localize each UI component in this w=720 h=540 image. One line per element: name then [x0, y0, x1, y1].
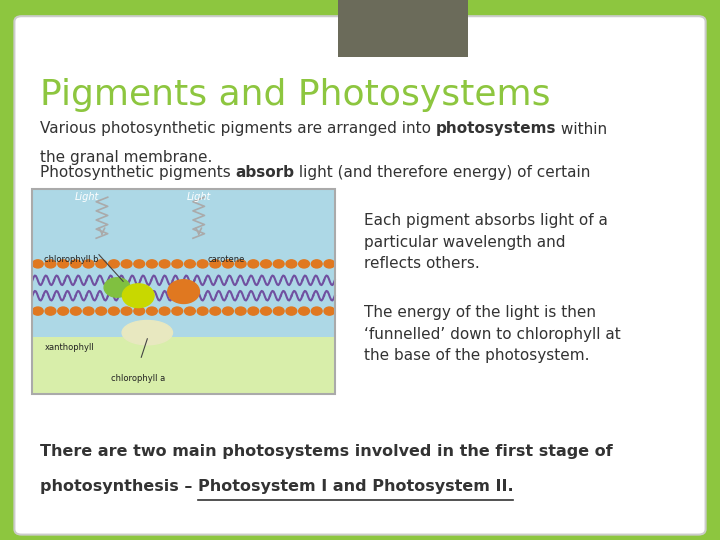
Circle shape — [104, 278, 130, 297]
Circle shape — [286, 260, 297, 268]
Circle shape — [58, 307, 68, 315]
Circle shape — [299, 260, 310, 268]
Circle shape — [248, 307, 258, 315]
Circle shape — [96, 307, 107, 315]
Text: wavelengths.: wavelengths. — [40, 193, 142, 208]
Circle shape — [197, 307, 208, 315]
Circle shape — [146, 260, 157, 268]
Text: chlorophyll b: chlorophyll b — [45, 255, 99, 264]
Circle shape — [172, 260, 183, 268]
Circle shape — [286, 307, 297, 315]
Circle shape — [311, 307, 322, 315]
Text: xanthophyll: xanthophyll — [45, 343, 94, 352]
Circle shape — [222, 307, 233, 315]
Text: photosynthesis –: photosynthesis – — [40, 479, 197, 494]
Circle shape — [299, 307, 310, 315]
Circle shape — [172, 307, 183, 315]
Text: carotene: carotene — [208, 255, 246, 264]
Circle shape — [45, 260, 56, 268]
Circle shape — [96, 260, 107, 268]
Text: Light: Light — [186, 192, 211, 202]
Circle shape — [159, 307, 170, 315]
Text: There are two main photosystems involved in the first stage of: There are two main photosystems involved… — [40, 444, 612, 459]
Bar — [32, 337, 335, 394]
Circle shape — [122, 284, 154, 308]
FancyBboxPatch shape — [14, 16, 706, 535]
Text: Each pigment absorbs light of a
particular wavelength and
reflects others.: Each pigment absorbs light of a particul… — [364, 213, 608, 272]
Text: chlorophyll a: chlorophyll a — [111, 374, 166, 383]
Text: Pigments and Photosystems: Pigments and Photosystems — [40, 78, 550, 112]
Circle shape — [159, 260, 170, 268]
Circle shape — [261, 307, 271, 315]
Circle shape — [109, 260, 120, 268]
Circle shape — [324, 260, 335, 268]
Circle shape — [274, 260, 284, 268]
Circle shape — [71, 260, 81, 268]
Circle shape — [83, 260, 94, 268]
Circle shape — [58, 260, 68, 268]
Circle shape — [134, 260, 145, 268]
Text: Photosynthetic pigments: Photosynthetic pigments — [40, 165, 235, 180]
Circle shape — [248, 260, 258, 268]
Text: Various photosynthetic pigments are arranged into: Various photosynthetic pigments are arra… — [40, 122, 436, 137]
Circle shape — [210, 307, 221, 315]
Circle shape — [71, 307, 81, 315]
Text: within: within — [556, 122, 607, 137]
Text: absorb: absorb — [235, 165, 294, 180]
Circle shape — [32, 260, 43, 268]
Text: Light: Light — [75, 192, 99, 202]
Circle shape — [197, 260, 208, 268]
Text: Photosystem I and Photosystem II.: Photosystem I and Photosystem II. — [197, 479, 513, 494]
Ellipse shape — [122, 320, 173, 345]
Circle shape — [121, 260, 132, 268]
Bar — [32, 189, 335, 337]
Bar — [338, 0, 468, 57]
Circle shape — [184, 260, 195, 268]
Circle shape — [222, 260, 233, 268]
Circle shape — [83, 307, 94, 315]
Text: the granal membrane.: the granal membrane. — [40, 150, 212, 165]
Text: The energy of the light is then
‘funnelled’ down to chlorophyll at
the base of t: The energy of the light is then ‘funnell… — [364, 305, 621, 363]
Circle shape — [168, 280, 199, 303]
Text: light (and therefore energy) of certain: light (and therefore energy) of certain — [294, 165, 590, 180]
Circle shape — [274, 307, 284, 315]
Circle shape — [261, 260, 271, 268]
Circle shape — [184, 307, 195, 315]
Circle shape — [235, 307, 246, 315]
Circle shape — [32, 307, 43, 315]
Circle shape — [235, 260, 246, 268]
Circle shape — [45, 307, 56, 315]
Text: photosystems: photosystems — [436, 122, 556, 137]
Circle shape — [146, 307, 157, 315]
Circle shape — [210, 260, 221, 268]
Circle shape — [109, 307, 120, 315]
Circle shape — [324, 307, 335, 315]
Circle shape — [121, 307, 132, 315]
Circle shape — [134, 307, 145, 315]
Circle shape — [311, 260, 322, 268]
